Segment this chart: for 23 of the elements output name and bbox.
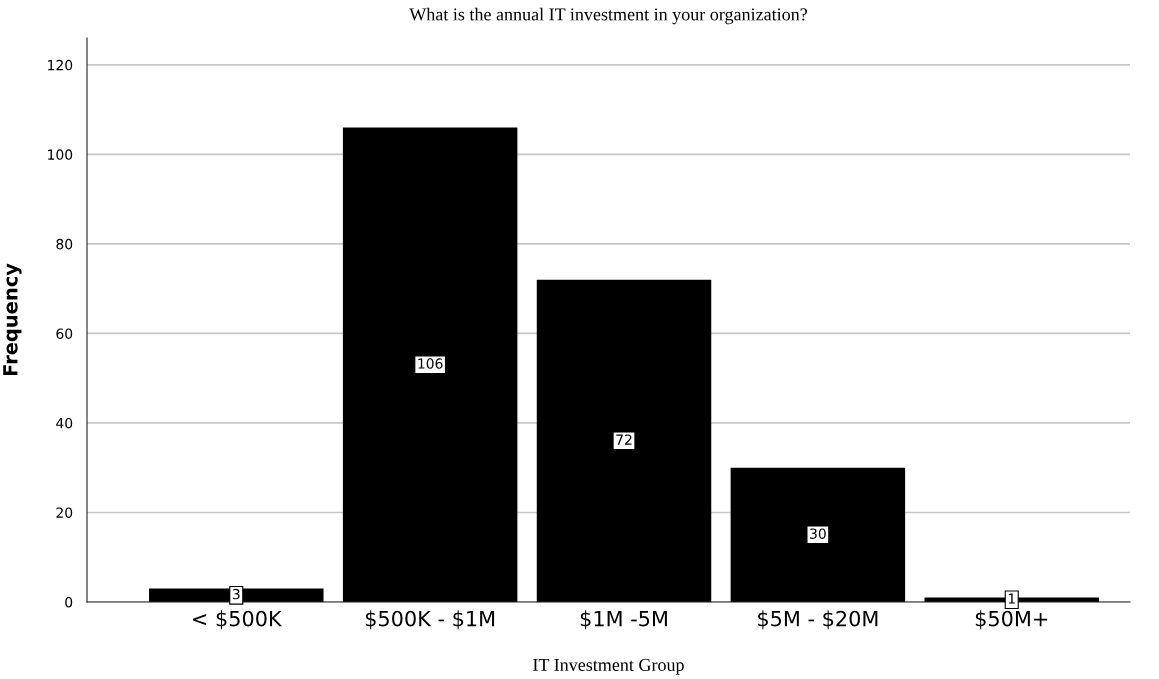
bar	[730, 467, 906, 602]
x-tick-label: $500K - $1M	[365, 610, 495, 630]
x-axis-title: IT Investment Group	[533, 658, 684, 675]
x-tick-label: $1M -5M	[580, 610, 667, 630]
data-label: 106	[418, 358, 443, 369]
chart-title: What is the annual IT investment in your organization?	[409, 7, 807, 25]
x-tick-label: < $500K	[193, 610, 283, 630]
y-axis-title: Frequency	[3, 263, 22, 376]
y-tick-label: 60	[56, 328, 73, 339]
y-tick-label: 0	[65, 596, 73, 608]
x-tick-label: $5M - $20M	[758, 610, 878, 630]
data-label: 1	[1008, 593, 1015, 604]
data-label: 30	[810, 528, 826, 539]
bar	[342, 127, 518, 602]
data-label: 3	[232, 588, 240, 600]
y-tick-label: 80	[56, 238, 73, 250]
data-label: 72	[616, 434, 632, 445]
x-tick-label: $50M+	[975, 610, 1048, 630]
y-tick-label: 20	[56, 507, 73, 518]
y-tick-label: 100	[48, 149, 73, 160]
y-tick-label: 120	[48, 59, 73, 71]
bar	[536, 279, 712, 602]
y-tick-label: 40	[56, 417, 73, 429]
